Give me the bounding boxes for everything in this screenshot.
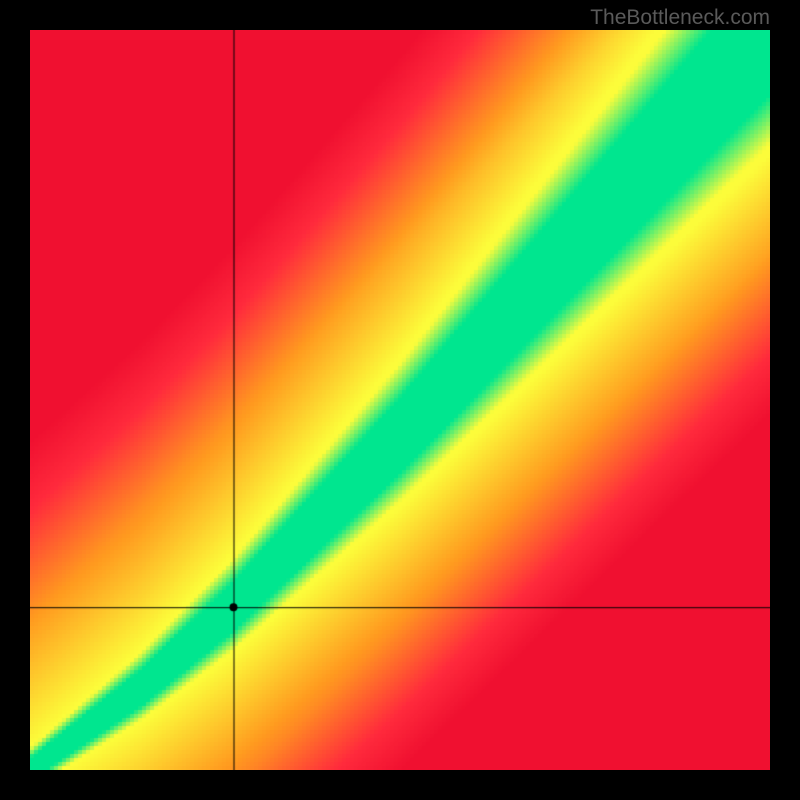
bottleneck-heatmap [30, 30, 770, 770]
watermark-text: TheBottleneck.com [590, 6, 770, 30]
heatmap-canvas [30, 30, 770, 770]
